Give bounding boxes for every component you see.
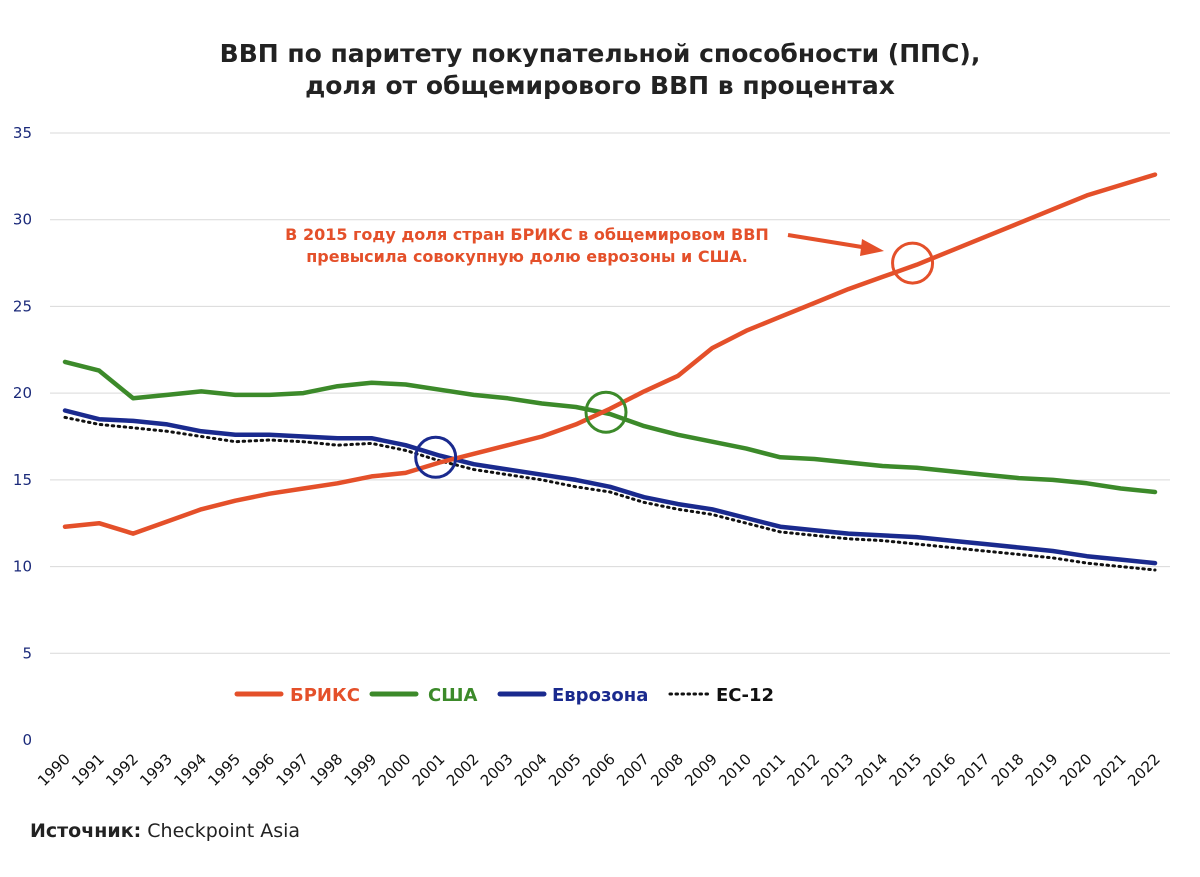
- source-text: Checkpoint Asia: [147, 820, 301, 842]
- source-note: Источник: Checkpoint Asia: [30, 820, 300, 842]
- x-tick-label: 2015: [886, 750, 926, 790]
- chart-title-line-2: доля от общемирового ВВП в процентах: [305, 71, 895, 100]
- highlight-circles: [414, 241, 935, 479]
- series-line-1: [62, 172, 1158, 536]
- y-tick-label: 35: [13, 124, 32, 142]
- x-tick-label: 2005: [545, 750, 585, 790]
- x-tick-label: 2007: [613, 750, 653, 790]
- legend-label: США: [428, 685, 477, 706]
- x-tick-label: 2016: [920, 750, 960, 790]
- x-tick-label: 2014: [852, 750, 892, 790]
- x-tick-label: 2003: [477, 750, 517, 790]
- x-tick-label: 1996: [238, 750, 278, 790]
- x-tick-label: 2012: [783, 750, 823, 790]
- x-tick-label: 2006: [579, 750, 619, 790]
- x-tick-label: 1997: [273, 750, 313, 790]
- x-tick-label: 2019: [1022, 750, 1062, 790]
- x-tick-label: 1998: [307, 750, 347, 790]
- chart-title-line-1: ВВП по паритету покупательной способност…: [220, 39, 981, 68]
- highlight-circle: [414, 435, 458, 479]
- legend-label: ЕС-12: [716, 685, 774, 706]
- y-tick-label: 5: [22, 644, 32, 662]
- y-tick-label: 30: [13, 211, 32, 229]
- source-label: Источник:: [30, 820, 142, 842]
- x-tick-label: 1990: [34, 750, 74, 790]
- x-axis-ticks: 1990199119921993199419951996199719981999…: [34, 750, 1164, 790]
- x-tick-label: 2001: [409, 750, 449, 790]
- x-tick-label: 1992: [102, 750, 142, 790]
- x-tick-label: 2009: [681, 750, 721, 790]
- y-axis-ticks: 0 5 10 15 20 25 30 35: [13, 124, 32, 749]
- y-tick-label: 20: [13, 384, 32, 402]
- y-tick-label: 25: [13, 297, 32, 315]
- x-tick-label: 2013: [818, 750, 858, 790]
- series-line-2: [62, 359, 1158, 495]
- annotation: В 2015 году доля стран БРИКС в общемиров…: [285, 225, 884, 266]
- x-tick-label: 1995: [204, 750, 244, 790]
- series-line-4: [63, 415, 1157, 572]
- annotation-line-2: превысила совокупную долю еврозоны и США…: [306, 247, 748, 266]
- annotation-arrow-shaft: [787, 233, 869, 250]
- highlight-circle: [584, 390, 628, 434]
- x-tick-label: 1994: [170, 750, 210, 790]
- annotation-arrow-head: [860, 239, 884, 256]
- series-lines: [62, 172, 1158, 572]
- legend-label: Еврозона: [552, 685, 648, 706]
- x-tick-label: 1991: [68, 750, 108, 790]
- highlight-circle: [891, 241, 935, 285]
- x-tick-label: 2022: [1124, 750, 1164, 790]
- x-tick-label: 2008: [647, 750, 687, 790]
- y-tick-label: 0: [22, 731, 32, 749]
- x-tick-label: 2004: [511, 750, 551, 790]
- x-tick-label: 2021: [1090, 750, 1130, 790]
- x-tick-label: 2002: [443, 750, 483, 790]
- x-tick-label: 1999: [341, 750, 381, 790]
- x-tick-label: 2010: [715, 750, 755, 790]
- x-tick-label: 2018: [988, 750, 1028, 790]
- y-tick-label: 10: [13, 558, 32, 576]
- annotation-line-1: В 2015 году доля стран БРИКС в общемиров…: [285, 225, 769, 244]
- x-tick-label: 2020: [1056, 750, 1096, 790]
- legend: БРИКС США Еврозона ЕС-12: [234, 685, 774, 706]
- legend-label: БРИКС: [290, 685, 360, 706]
- y-tick-label: 15: [13, 471, 32, 489]
- x-tick-label: 1993: [136, 750, 176, 790]
- x-tick-label: 2000: [375, 750, 415, 790]
- x-tick-label: 2017: [954, 750, 994, 790]
- series-line-3: [62, 408, 1158, 566]
- x-tick-label: 2011: [749, 750, 789, 790]
